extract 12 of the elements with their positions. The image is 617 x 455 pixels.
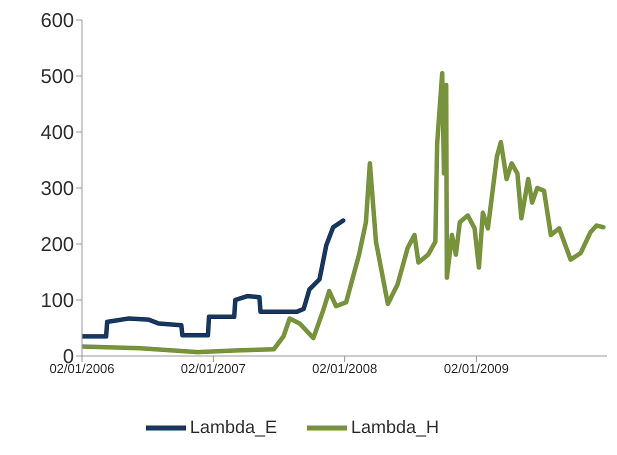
- x-tick-label: 02/01/2008: [312, 361, 378, 376]
- x-tick-label: 02/01/2007: [180, 361, 246, 376]
- y-tick-label: 100: [40, 290, 74, 312]
- y-tick-label: 300: [40, 178, 74, 200]
- legend-label: Lambda_E: [190, 416, 277, 437]
- x-tick-label: 02/01/2009: [444, 361, 509, 376]
- y-tick-label: 600: [40, 10, 74, 32]
- legend-label: Lambda_H: [351, 416, 440, 437]
- y-tick-label: 200: [40, 234, 74, 256]
- y-tick-label: 400: [40, 122, 74, 144]
- line-series: [82, 218, 346, 339]
- y-tick-label: 500: [40, 66, 74, 88]
